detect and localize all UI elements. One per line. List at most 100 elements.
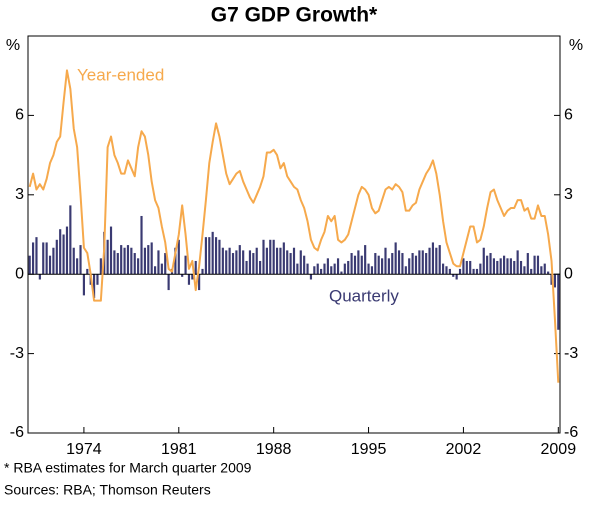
bar (343, 263, 346, 275)
bar (519, 260, 523, 275)
bar (486, 255, 489, 275)
bar (289, 253, 292, 275)
bar (526, 253, 529, 275)
bar (275, 247, 279, 275)
bar (269, 239, 272, 275)
bar (65, 226, 69, 275)
bar (540, 266, 543, 275)
bar (82, 274, 85, 296)
bar (259, 260, 262, 275)
bar (472, 268, 475, 275)
bar (404, 266, 407, 275)
bar (381, 258, 384, 275)
bar (452, 274, 455, 277)
bar (99, 258, 102, 275)
bar (106, 239, 109, 275)
bar (408, 258, 411, 275)
bar (465, 260, 468, 275)
bar (499, 258, 502, 275)
chart-title: G7 GDP Growth* (211, 4, 378, 27)
bar (418, 250, 421, 275)
bar (55, 239, 58, 275)
bar (252, 253, 255, 275)
bar (340, 271, 343, 275)
bar (86, 268, 89, 275)
bar (394, 242, 397, 275)
bar (350, 253, 353, 275)
bar (153, 266, 157, 275)
bar (38, 274, 41, 280)
y2-tick-label: 3 (564, 186, 573, 203)
bar (126, 245, 130, 275)
bar (309, 274, 313, 280)
bar (482, 247, 485, 275)
bar (357, 250, 360, 275)
bar (225, 250, 228, 275)
bar (299, 250, 302, 275)
bar (211, 231, 214, 275)
bar (530, 268, 533, 275)
bar (62, 234, 65, 275)
bar (221, 247, 224, 275)
bar (164, 253, 167, 275)
bar (96, 274, 99, 285)
bar (496, 260, 499, 275)
bar (506, 258, 509, 275)
bar (120, 245, 123, 275)
bar (296, 263, 299, 275)
bar (133, 253, 136, 275)
bar (262, 239, 265, 275)
bar (391, 253, 394, 275)
bar (204, 237, 207, 275)
bar (218, 239, 221, 275)
bar (292, 247, 296, 275)
y-tick-label: -3 (10, 345, 24, 362)
bar (425, 253, 428, 275)
bar (448, 268, 451, 275)
bar (79, 245, 82, 275)
bar (137, 258, 140, 275)
bar (492, 258, 496, 275)
bar (140, 215, 143, 275)
x-tick-label: 1995 (351, 441, 387, 458)
bar (442, 263, 445, 275)
bar (35, 237, 38, 275)
y-tick-label: 6 (15, 107, 24, 124)
bar (248, 250, 252, 275)
bar (48, 255, 52, 275)
bar (503, 255, 506, 275)
bar (516, 250, 519, 275)
x-tick-label: 1988 (256, 441, 292, 458)
bar (45, 242, 48, 275)
bar (109, 226, 113, 275)
footnote: * RBA estimates for March quarter 2009 (4, 460, 252, 476)
bar (336, 258, 340, 275)
bar (214, 237, 218, 275)
bar (462, 258, 465, 275)
bar (330, 266, 333, 275)
bar (513, 260, 516, 275)
bar (347, 260, 350, 275)
bar (181, 274, 184, 277)
bar (326, 258, 329, 275)
x-tick-label: 2009 (541, 441, 577, 458)
bar (279, 247, 282, 275)
bar (201, 268, 204, 275)
bar (360, 255, 363, 275)
bar (235, 250, 238, 275)
bar (316, 263, 319, 275)
bar (150, 242, 153, 275)
bar (72, 247, 75, 275)
bar (469, 260, 472, 275)
bar (557, 274, 560, 330)
y-tick-label: 0 (15, 265, 24, 282)
bar (282, 242, 285, 275)
bar (198, 274, 201, 291)
bar (286, 250, 289, 275)
bar (113, 250, 116, 275)
bar (28, 255, 31, 275)
y-tick-label: -6 (10, 424, 24, 441)
bar (231, 253, 235, 275)
bar (323, 263, 326, 275)
bar (31, 242, 35, 275)
